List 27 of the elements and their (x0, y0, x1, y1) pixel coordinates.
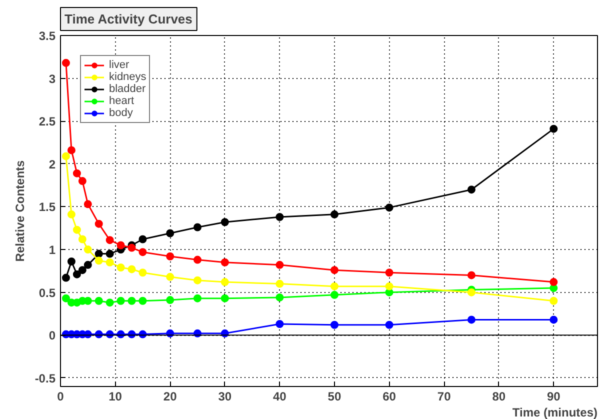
y-tick-label: 3 (48, 72, 56, 86)
x-tick-label: 0 (57, 390, 64, 404)
y-tick-label: 0 (48, 328, 56, 343)
y-tick-label: 2.5 (38, 114, 56, 129)
y-tick-label: 2 (48, 157, 56, 172)
y-tick-label: -0.5 (34, 371, 56, 386)
y-tick-label: 3.5 (38, 29, 56, 43)
legend-label: body (109, 107, 133, 119)
x-axis-title: Time (minutes) (512, 406, 598, 419)
x-tick-label: 30 (218, 390, 232, 404)
x-tick-label: 10 (108, 390, 122, 404)
legend-label: heart (109, 95, 134, 107)
y-tick-label: 0.5 (38, 286, 56, 300)
legend-label: bladder (109, 83, 146, 95)
x-tick-label: 70 (437, 390, 452, 404)
y-tick-label: 1 (48, 243, 56, 258)
x-tick-label: 80 (492, 390, 506, 404)
x-tick-label: 40 (273, 390, 287, 404)
chart-title: Time Activity Curves (64, 12, 192, 26)
legend-label: liver (109, 59, 130, 71)
x-tick-label: 20 (163, 390, 178, 404)
y-tick-label: 1.5 (38, 200, 56, 214)
x-tick-label: 90 (546, 390, 561, 404)
y-axis-title: Relative Contents (12, 160, 27, 262)
legend-label: kidneys (109, 71, 146, 83)
x-tick-label: 60 (382, 390, 396, 404)
x-tick-label: 50 (328, 390, 342, 404)
